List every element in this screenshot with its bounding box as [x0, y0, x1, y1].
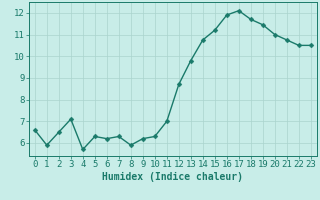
X-axis label: Humidex (Indice chaleur): Humidex (Indice chaleur) — [102, 172, 243, 182]
